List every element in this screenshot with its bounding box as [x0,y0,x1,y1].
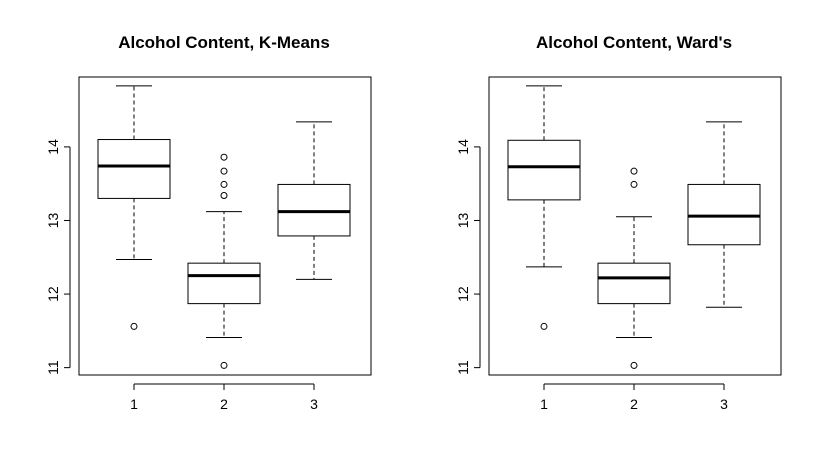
kmeans-outlier-point [220,167,228,175]
kmeans-y-tick-label: 13 [45,212,61,228]
kmeans-y-tick-label: 11 [45,360,61,375]
wards-y-tick-label: 11 [455,360,471,375]
wards-y-tick-label: 14 [455,139,471,155]
kmeans-y-tick-label: 14 [45,139,61,155]
wards-box-iqr [507,139,581,201]
kmeans-outlier-point [130,322,138,330]
kmeans-x-tick-label: 2 [220,396,228,412]
kmeans-outlier-point [220,180,228,188]
wards-box-group-1 [507,85,581,330]
wards-box-group-2 [597,167,671,369]
kmeans-box-iqr [97,139,171,199]
wards-x-tick-label: 1 [540,396,548,412]
wards-outlier-point [630,180,638,188]
wards-y-tick-label: 12 [455,286,471,302]
wards-chart-title: Alcohol Content, Ward's [536,33,732,52]
kmeans-x-tick-label: 1 [130,396,138,412]
kmeans-outlier-point [220,361,228,369]
wards-outlier-point [540,322,548,330]
kmeans-box-group-3 [277,121,351,280]
wards-box-iqr [597,262,671,305]
kmeans-outlier-point [220,153,228,161]
wards-x-tick-label: 2 [630,396,638,412]
kmeans-box-iqr [187,262,261,305]
kmeans-outlier-point [220,191,228,199]
wards-box-group-3 [687,121,761,308]
wards-outlier-point [630,361,638,369]
kmeans-box-group-1 [97,85,171,330]
wards-x-tick-label: 3 [720,396,728,412]
kmeans-y-tick-label: 12 [45,286,61,302]
wards-outlier-point [630,167,638,175]
kmeans-chart-title: Alcohol Content, K-Means [118,33,330,52]
kmeans-box-group-2 [187,153,261,369]
kmeans-plot-frame [78,76,372,376]
wards-plot-frame [488,76,782,376]
wards-y-tick-label: 13 [455,212,471,228]
kmeans-x-tick-label: 3 [310,396,318,412]
